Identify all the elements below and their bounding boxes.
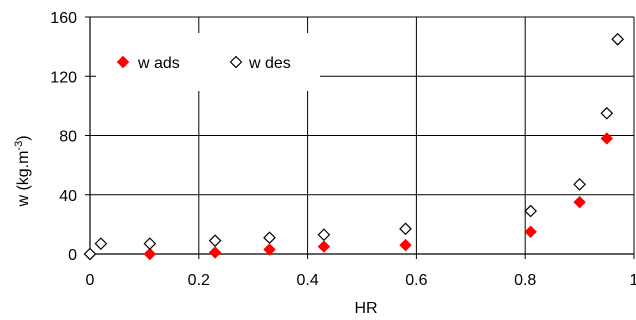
y-tick-label: 80: [59, 129, 77, 146]
data-point-w-ads: [317, 240, 331, 253]
y-axis-title: w (kg.m-3): [13, 135, 32, 207]
legend-marker-w-des: [229, 55, 243, 69]
x-tick-label: 0.2: [188, 272, 210, 289]
y-tick-label: 0: [68, 247, 77, 264]
x-tick-label: 1: [630, 272, 636, 289]
data-point-w-des: [263, 231, 276, 245]
data-point-w-des: [208, 234, 222, 248]
y-axis-title-main: w (kg.m: [15, 151, 32, 208]
x-tick-label: 0: [86, 272, 95, 289]
legend-label-w-des: w des: [248, 55, 291, 72]
data-point-w-des: [94, 237, 108, 250]
y-axis-title-suffix: ): [15, 135, 32, 140]
data-point-w-des: [399, 222, 412, 236]
x-tick-label: 0.6: [405, 272, 427, 289]
data-point-w-ads: [208, 246, 222, 259]
data-point-w-des: [611, 32, 625, 46]
data-point-w-des: [317, 228, 331, 242]
legend: w ads w des: [96, 33, 320, 91]
legend-background: [96, 33, 320, 91]
y-tick-label: 40: [59, 188, 77, 205]
x-tick-label: 0.8: [514, 272, 536, 289]
y-axis-title-superscript: -3: [13, 141, 25, 151]
data-points: [83, 32, 625, 261]
x-axis-title: HR: [354, 300, 377, 317]
tick-labels: 0 40 80 120 160 0 0.2 0.4 0.6 0.8 1: [50, 10, 636, 289]
data-point-w-des: [573, 178, 586, 191]
legend-label-w-ads: w ads: [137, 55, 180, 72]
y-tick-label: 160: [50, 10, 77, 27]
x-tick-label: 0.4: [296, 272, 318, 289]
data-point-w-ads: [573, 195, 586, 209]
data-point-w-ads: [399, 238, 412, 252]
data-point-w-des: [524, 204, 537, 218]
legend-marker-w-ads: [116, 55, 130, 69]
data-point-w-ads: [143, 247, 157, 261]
data-point-w-des: [83, 247, 97, 261]
data-point-w-ads: [263, 243, 276, 256]
data-point-w-ads: [524, 225, 537, 238]
data-point-w-des: [143, 237, 157, 250]
data-point-w-des: [600, 106, 614, 120]
data-point-w-ads: [600, 132, 614, 145]
y-tick-label: 120: [50, 69, 77, 86]
